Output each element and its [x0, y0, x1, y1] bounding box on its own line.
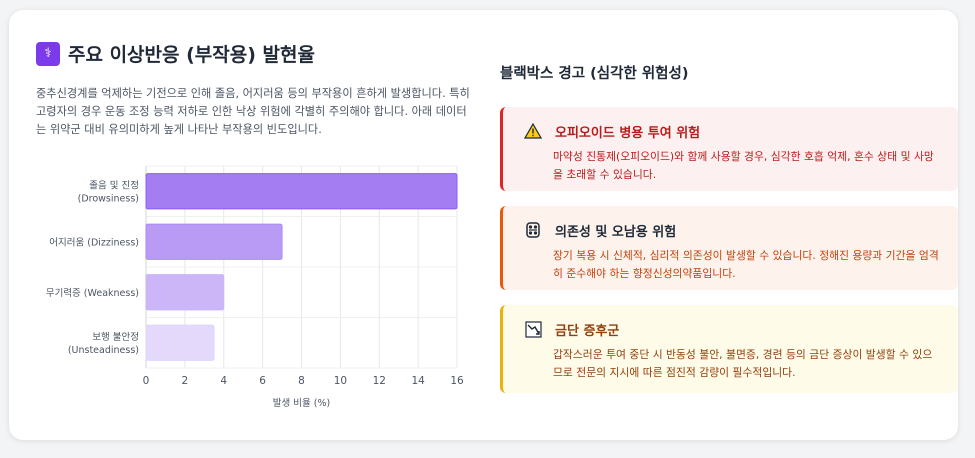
bar: [145, 274, 225, 311]
x-tick-label: 12: [373, 375, 386, 387]
section-title: 주요 이상반응 (부작용) 발현율: [68, 44, 315, 66]
warning-title: 금단 증후군: [555, 323, 620, 339]
blackbox-warnings-section: 블랙박스 경고 (심각한 위험성) 오피오이드 병용 투여 위험 마약성 진통제…: [500, 62, 958, 393]
warning-text: 마약성 진통제(오피오이드)와 함께 사용할 경우, 심각한 호흡 억제, 혼수…: [553, 150, 934, 181]
category-label: 어지러움 (Dizziness): [49, 237, 139, 248]
x-tick-label: 2: [182, 375, 189, 387]
warning-text: 갑작스러운 투여 중단 시 반동성 불안, 불면증, 경련 등의 금단 증상이 …: [553, 348, 933, 379]
category-label: 졸음 및 진정: [89, 179, 139, 191]
x-tick-label: 4: [220, 375, 227, 387]
warning-card-withdrawal: 금단 증후군 갑작스러운 투여 중단 시 반동성 불안, 불면증, 경련 등의 …: [500, 305, 958, 393]
medical-icon: ⚕: [36, 41, 60, 66]
x-tick-label: 8: [298, 375, 305, 387]
category-label: (Drowsiness): [78, 193, 139, 204]
section-description: 중추신경계를 억제하는 기전으로 인해 졸음, 어지러움 등의 부작용이 흔하게…: [36, 87, 470, 136]
category-label: (Unsteadiness): [68, 345, 139, 356]
bar: [145, 173, 458, 210]
bar: [145, 223, 283, 260]
link-chain-icon: [523, 220, 543, 240]
x-tick-label: 0: [143, 375, 150, 387]
warning-triangle-icon: [523, 121, 543, 141]
category-label: 무기력증 (Weakness): [46, 287, 139, 299]
warning-text: 장기 복용 시 신체적, 심리적 의존성이 발생할 수 있습니다. 정해진 용량…: [553, 249, 939, 280]
warning-card-dependence: 의존성 및 오남용 위험 장기 복용 시 신체적, 심리적 의존성이 발생할 수…: [500, 206, 958, 290]
bar-chart: 0 2 4 6 8 10 12 14 16 졸음 및 진정 (Drowsiness) 어지러움 (Di…: [46, 165, 464, 409]
trend-down-icon: [523, 319, 543, 339]
section-title-row: ⚕ 주요 이상반응 (부작용) 발현율: [36, 40, 476, 67]
x-tick-label: 6: [259, 375, 266, 387]
x-tick-label: 10: [334, 375, 347, 387]
category-label: 보행 불안정: [92, 331, 139, 343]
warning-title: 의존성 및 오남용 위험: [555, 224, 677, 240]
warning-card-opioid: 오피오이드 병용 투여 위험 마약성 진통제(오피오이드)와 함께 사용할 경우…: [500, 107, 958, 191]
side-effects-chart: 0 2 4 6 8 10 12 14 16 졸음 및 진정 (Drowsiness) 어지러움 (Di…: [36, 164, 476, 414]
side-effects-section: ⚕ 주요 이상반응 (부작용) 발현율 중추신경계를 억제하는 기전으로 인해 …: [36, 40, 476, 139]
warning-title: 오피오이드 병용 투여 위험: [555, 125, 701, 141]
warnings-title: 블랙박스 경고 (심각한 위험성): [500, 66, 689, 82]
x-tick-label: 14: [411, 375, 425, 387]
bar: [145, 324, 215, 361]
x-axis-title: 발생 비율 (%): [273, 398, 330, 409]
x-tick-label: 16: [450, 375, 464, 387]
